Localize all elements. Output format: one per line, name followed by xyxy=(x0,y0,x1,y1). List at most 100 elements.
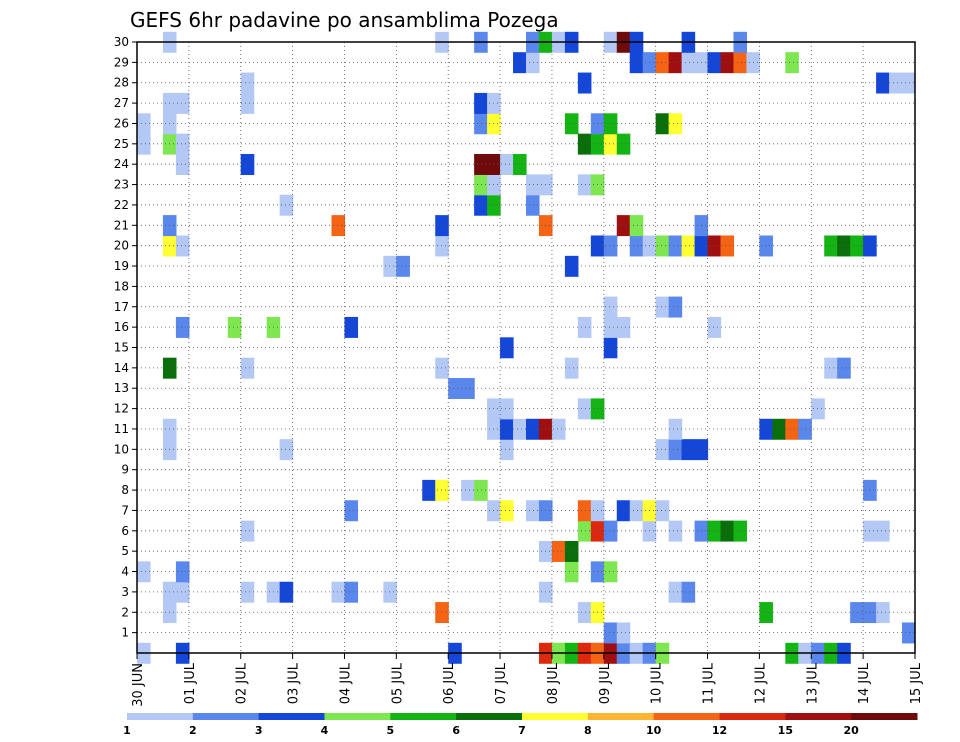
y-tick-label: 19 xyxy=(114,259,129,273)
heatmap-cell xyxy=(500,500,514,522)
heatmap-cell xyxy=(344,581,359,603)
heatmap-cell xyxy=(564,540,579,562)
heatmap-cell xyxy=(564,561,579,583)
heatmap-cell xyxy=(668,296,683,318)
heatmap-cell xyxy=(240,92,255,114)
heatmap-cell xyxy=(500,439,514,461)
y-tick-label: 25 xyxy=(114,137,129,151)
x-tick-label: 12 JUL xyxy=(753,662,768,704)
heatmap-cell xyxy=(175,92,190,114)
heatmap-cell xyxy=(564,113,579,135)
heatmap-cell xyxy=(655,500,670,522)
x-tick-label: 03 JUL xyxy=(287,662,302,704)
heatmap-cell xyxy=(824,357,838,379)
x-tick-label: 06 JUL xyxy=(442,662,457,704)
x-tick-label: 09 JUL xyxy=(598,662,613,704)
x-tick-label: 07 JUL xyxy=(494,662,509,704)
heatmap-cell xyxy=(603,235,618,257)
heatmap-cell xyxy=(603,113,618,135)
heatmap-cell xyxy=(707,316,722,338)
heatmap-cell xyxy=(564,357,579,379)
x-tick-label: 08 JUL xyxy=(546,662,561,704)
heatmap-cell xyxy=(629,500,644,522)
y-tick-label: 17 xyxy=(114,300,129,314)
y-tick-label: 13 xyxy=(114,381,129,395)
heatmap-cell xyxy=(513,52,527,74)
heatmap-cell xyxy=(577,602,592,624)
colorbar-segment xyxy=(522,713,589,720)
heatmap-cell xyxy=(785,52,799,74)
heatmap-cell xyxy=(811,398,825,420)
colorbar-label: 20 xyxy=(844,724,860,737)
heatmap-cell xyxy=(668,235,683,257)
heatmap-cell xyxy=(240,72,255,94)
heatmap-cell xyxy=(448,378,462,400)
heatmap-cell xyxy=(876,72,890,94)
x-tick-label: 15 JUL xyxy=(909,662,924,704)
colorbar: 1 2 3 4 5 6 7 8 10 12 15 20 xyxy=(123,713,918,737)
heatmap-cell xyxy=(616,316,631,338)
heatmap-cell xyxy=(850,602,864,624)
y-tick-label: 23 xyxy=(114,178,129,192)
y-tick-label: 30 xyxy=(114,35,129,49)
heatmap-cell xyxy=(837,235,851,257)
heatmap-cell xyxy=(603,622,618,644)
y-tick-label: 1 xyxy=(121,626,129,640)
heatmap-cell xyxy=(279,194,294,216)
colorbar-segment xyxy=(587,713,655,720)
colorbar-segment xyxy=(456,713,523,720)
heatmap-cell xyxy=(603,337,618,359)
heatmap-cell xyxy=(668,113,683,135)
heatmap-cell xyxy=(175,133,190,155)
heatmap-cell xyxy=(655,296,670,318)
heatmap-cell xyxy=(733,520,748,542)
heatmap-cell xyxy=(331,581,346,603)
heatmap-cell xyxy=(902,72,916,94)
heatmap-cell xyxy=(331,215,346,237)
y-tick-label: 28 xyxy=(114,76,129,90)
heatmap-cell xyxy=(435,235,449,257)
heatmap-cell xyxy=(474,194,488,216)
heatmap-cell xyxy=(616,215,631,237)
colorbar-label: 8 xyxy=(584,724,592,737)
heatmap-cell xyxy=(603,561,618,583)
x-tick-label: 10 JUL xyxy=(650,662,665,704)
heatmap-cell xyxy=(629,215,644,237)
heatmap-cell xyxy=(500,337,514,359)
heatmap-cell xyxy=(240,357,255,379)
colorbar-segment xyxy=(719,713,786,720)
heatmap-cell xyxy=(902,622,916,644)
y-tick-label: 5 xyxy=(121,544,129,558)
heatmap-cell xyxy=(344,500,359,522)
colorbar-segment xyxy=(785,713,852,720)
heatmap-cell xyxy=(707,52,722,74)
heatmap-cell xyxy=(876,602,890,624)
y-tick-label: 16 xyxy=(114,320,129,334)
heatmap-cell xyxy=(175,561,190,583)
y-tick-label: 10 xyxy=(114,442,129,456)
colorbar-label: 1 xyxy=(123,724,131,737)
x-tick-label: 04 JUL xyxy=(338,662,353,704)
heatmap-cell xyxy=(668,581,683,603)
y-tick-label: 12 xyxy=(114,402,129,416)
heatmap-cell xyxy=(474,174,488,196)
heatmap-cell xyxy=(681,439,696,461)
heatmap-cell xyxy=(344,316,359,338)
heatmap-cell xyxy=(564,255,579,277)
y-tick-label: 2 xyxy=(121,605,129,619)
heatmap-cell xyxy=(681,52,696,74)
heatmap-cell xyxy=(526,174,540,196)
heatmap-cell xyxy=(629,235,644,257)
y-tick-label: 8 xyxy=(121,483,129,497)
heatmap-cell xyxy=(616,622,631,644)
heatmap-cell xyxy=(577,316,592,338)
heatmap-cell xyxy=(577,72,592,94)
heatmap-cell xyxy=(137,113,151,135)
heatmap-cell xyxy=(227,316,242,338)
cells-layer xyxy=(137,31,916,664)
heatmap-cell xyxy=(175,154,190,175)
y-tick-label: 14 xyxy=(114,361,129,375)
heatmap-cell xyxy=(681,581,696,603)
heatmap-cell xyxy=(577,398,592,420)
y-tick-label: 26 xyxy=(114,116,129,130)
